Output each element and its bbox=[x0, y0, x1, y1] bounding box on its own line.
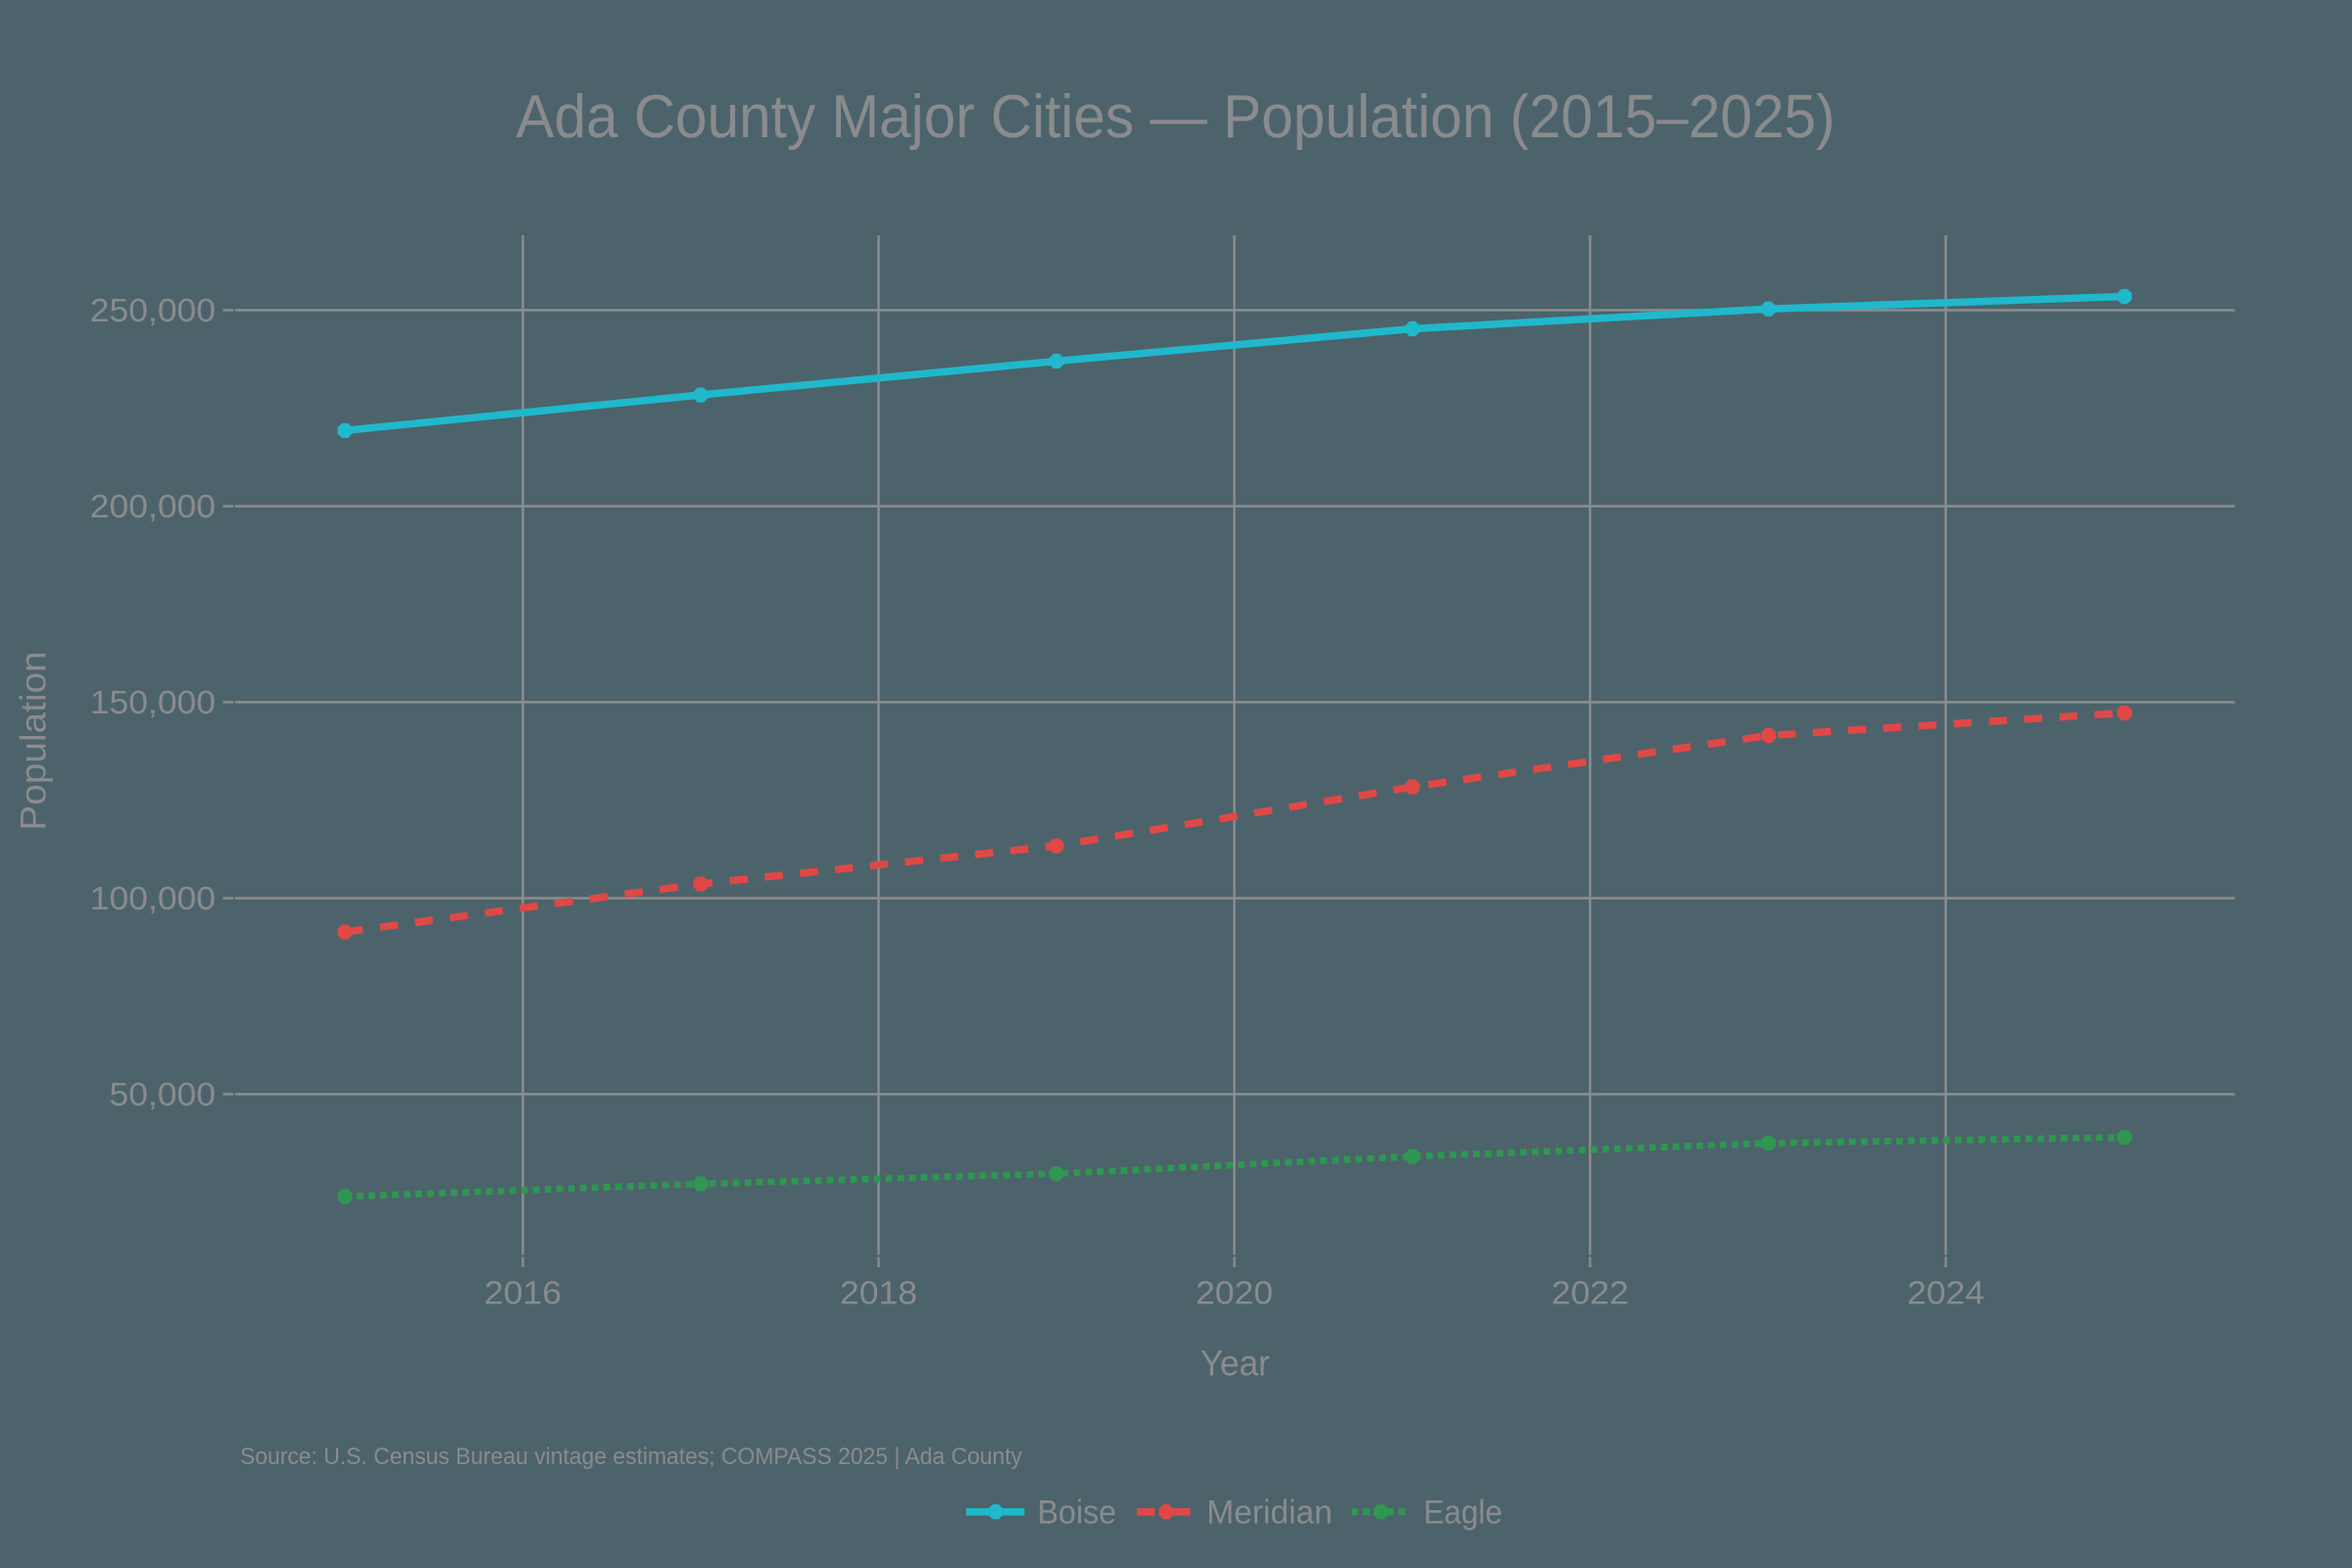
svg-text:Population: Population bbox=[14, 652, 54, 831]
svg-text:150,000: 150,000 bbox=[90, 684, 216, 720]
svg-text:2016: 2016 bbox=[484, 1275, 562, 1311]
svg-text:Eagle: Eagle bbox=[1424, 1494, 1502, 1532]
svg-text:Boise: Boise bbox=[1038, 1494, 1117, 1532]
svg-text:250,000: 250,000 bbox=[90, 292, 216, 328]
svg-text:100,000: 100,000 bbox=[90, 880, 216, 916]
svg-text:Year: Year bbox=[1200, 1343, 1270, 1383]
svg-text:Meridian: Meridian bbox=[1206, 1494, 1333, 1532]
svg-text:Source: U.S. Census Bureau vin: Source: U.S. Census Bureau vintage estim… bbox=[240, 1444, 1022, 1470]
svg-text:2024: 2024 bbox=[1907, 1275, 1984, 1311]
svg-text:2022: 2022 bbox=[1551, 1275, 1629, 1311]
svg-text:2020: 2020 bbox=[1196, 1275, 1273, 1311]
svg-text:50,000: 50,000 bbox=[110, 1076, 217, 1112]
svg-text:Ada County Major Cities — Popu: Ada County Major Cities — Population (20… bbox=[516, 83, 1836, 151]
svg-text:200,000: 200,000 bbox=[90, 488, 216, 524]
svg-text:2018: 2018 bbox=[840, 1275, 917, 1311]
